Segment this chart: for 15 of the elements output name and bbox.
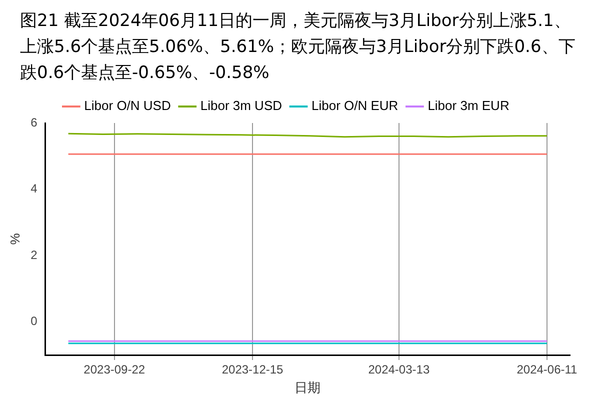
y-tick-label: 0 bbox=[30, 314, 38, 328]
legend-label: Libor O/N EUR bbox=[312, 98, 398, 114]
y-tick-label: 4 bbox=[30, 182, 38, 196]
x-tick-label: 2023-09-22 bbox=[84, 362, 146, 377]
x-tick-label: 2024-03-13 bbox=[368, 362, 430, 377]
legend-label: Libor 3m EUR bbox=[428, 98, 510, 114]
y-tick-label: 2 bbox=[30, 248, 38, 262]
x-tick-label: 2024-06-11 bbox=[516, 362, 578, 377]
legend-label: Libor O/N USD bbox=[84, 98, 171, 114]
x-tick-label: 2023-12-15 bbox=[222, 362, 284, 377]
y-axis-title: % bbox=[7, 232, 22, 245]
y-tick-label: 6 bbox=[30, 115, 38, 130]
chart-title: 图21 截至2024年06月11日的一周，美元隔夜与3月Libor分别上涨5.1、上涨5.6个基点至5.06%、5.61%；欧元隔夜与3月Libor分别下跌0.6、下跌0.6个基点至-0.65%、-0.58% bbox=[19, 10, 576, 85]
legend-label: Libor 3m USD bbox=[200, 98, 282, 114]
x-axis-title: 日期 bbox=[294, 380, 321, 395]
